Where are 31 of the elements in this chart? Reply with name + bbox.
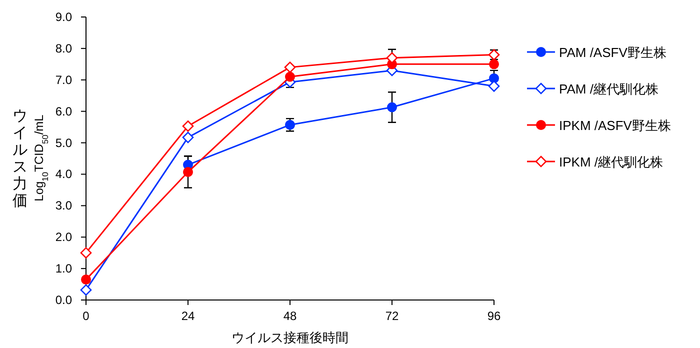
point bbox=[183, 167, 193, 178]
legend-label: PAM /ASFV野生株 bbox=[559, 45, 666, 60]
y-tick-label: 9.0 bbox=[55, 10, 72, 24]
point bbox=[182, 132, 194, 144]
y-tick-label: 6.0 bbox=[55, 104, 72, 118]
point bbox=[387, 102, 397, 112]
y-tick-label: 1.0 bbox=[55, 262, 72, 276]
x-tick-label: 48 bbox=[283, 309, 297, 323]
legend-label: IPKM /継代馴化株 bbox=[559, 154, 664, 170]
point bbox=[80, 247, 92, 258]
y-tick-label: 4.0 bbox=[55, 167, 72, 182]
point bbox=[488, 80, 500, 92]
point bbox=[80, 284, 92, 296]
y-tick-label: 3.0 bbox=[55, 198, 72, 213]
y-tick-label: 7.0 bbox=[55, 72, 72, 87]
y-tick-label: 0.0 bbox=[55, 293, 72, 307]
point bbox=[489, 59, 499, 70]
point bbox=[182, 120, 194, 132]
legend-label: PAM /継代馴化株 bbox=[559, 82, 658, 96]
legend-label: IPKM /ASFV野生株 bbox=[559, 118, 671, 133]
y-tick-label: 5.0 bbox=[55, 136, 72, 150]
x-tick-label: 0 bbox=[82, 309, 90, 323]
point bbox=[81, 274, 91, 285]
y-tick-label: 8.0 bbox=[55, 41, 72, 56]
x-axis-title: ウイルス接種後時間 bbox=[232, 330, 348, 345]
x-tick-label: 72 bbox=[385, 309, 399, 323]
point bbox=[285, 72, 295, 82]
y-tick-label: 2.0 bbox=[55, 230, 72, 244]
x-tick-label: 24 bbox=[181, 309, 195, 323]
point bbox=[284, 62, 296, 73]
x-tick-label: 96 bbox=[487, 309, 501, 323]
